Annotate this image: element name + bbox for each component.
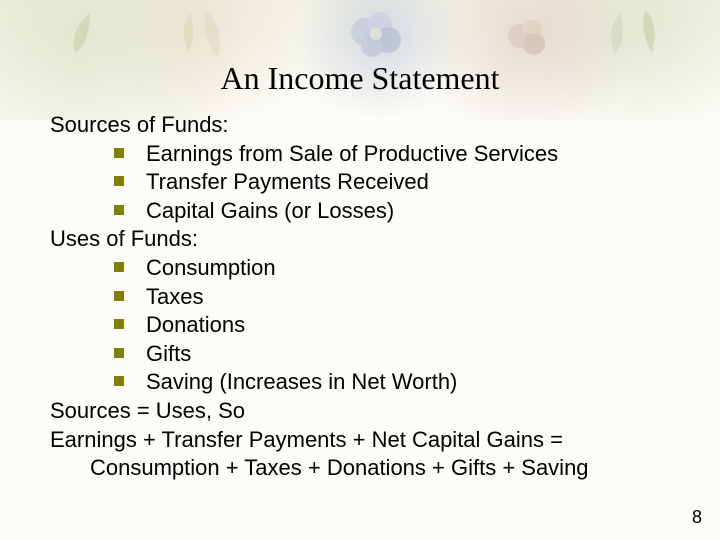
uses-heading: Uses of Funds: [50, 225, 680, 254]
slide-title: An Income Statement [0, 0, 720, 111]
square-bullet-icon [114, 176, 124, 186]
square-bullet-icon [114, 348, 124, 358]
list-item-text: Taxes [146, 283, 203, 312]
sources-item: Transfer Payments Received [50, 168, 680, 197]
slide-content: An Income Statement Sources of Funds: Ea… [0, 0, 720, 540]
square-bullet-icon [114, 262, 124, 272]
equation-line: Sources = Uses, So [50, 397, 680, 426]
list-item-text: Consumption [146, 254, 276, 283]
list-item-text: Saving (Increases in Net Worth) [146, 368, 457, 397]
square-bullet-icon [114, 319, 124, 329]
uses-item: Gifts [50, 340, 680, 369]
list-item-text: Transfer Payments Received [146, 168, 429, 197]
sources-item: Capital Gains (or Losses) [50, 197, 680, 226]
list-item-text: Donations [146, 311, 245, 340]
square-bullet-icon [114, 376, 124, 386]
uses-item: Consumption [50, 254, 680, 283]
equation-line: Consumption + Taxes + Donations + Gifts … [50, 454, 680, 483]
square-bullet-icon [114, 148, 124, 158]
uses-item: Donations [50, 311, 680, 340]
equation-line: Earnings + Transfer Payments + Net Capit… [50, 426, 680, 455]
slide-body: Sources of Funds: Earnings from Sale of … [0, 111, 720, 483]
square-bullet-icon [114, 205, 124, 215]
list-item-text: Capital Gains (or Losses) [146, 197, 394, 226]
uses-item: Taxes [50, 283, 680, 312]
page-number: 8 [692, 507, 702, 528]
list-item-text: Earnings from Sale of Productive Service… [146, 140, 558, 169]
uses-item: Saving (Increases in Net Worth) [50, 368, 680, 397]
sources-item: Earnings from Sale of Productive Service… [50, 140, 680, 169]
square-bullet-icon [114, 291, 124, 301]
list-item-text: Gifts [146, 340, 191, 369]
sources-heading: Sources of Funds: [50, 111, 680, 140]
